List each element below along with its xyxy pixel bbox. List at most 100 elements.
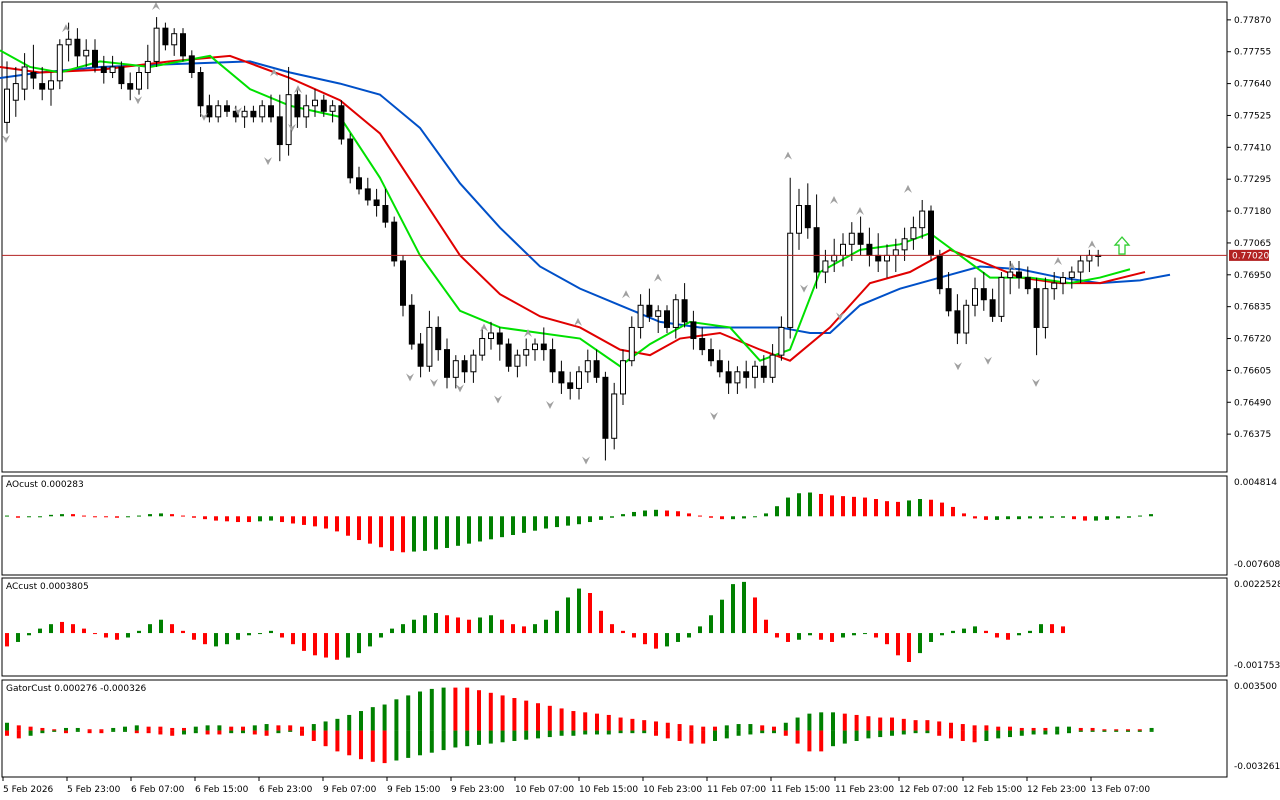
- ac-histogram-bar: [93, 633, 97, 635]
- bearish-candle: [857, 232, 864, 245]
- gator-upper-bar: [264, 724, 269, 731]
- ao-histogram-bar: [874, 499, 878, 517]
- gator-lower-bar: [75, 730, 80, 732]
- indicator-axis-label: -0.0017536: [1234, 661, 1280, 671]
- ac-histogram-bar: [170, 624, 174, 634]
- bullish-candle: [884, 254, 890, 262]
- fractal-up-marker: [480, 323, 488, 332]
- time-axis-label: 10 Feb 15:00: [579, 785, 638, 795]
- fractal-up-marker: [270, 68, 278, 77]
- bearish-candle: [760, 365, 767, 378]
- ac-indicator-title: ACcust 0.0003805: [6, 582, 89, 592]
- gator-upper-bar: [241, 726, 245, 731]
- bearish-candle: [1033, 288, 1040, 328]
- gator-upper-bar: [536, 703, 540, 731]
- ac-histogram-bar: [5, 633, 9, 647]
- indicator-axis-label: -0.007608: [1234, 560, 1280, 570]
- ac-histogram-bar: [1017, 633, 1021, 636]
- bearish-candle: [268, 105, 274, 118]
- ac-histogram-bar: [533, 624, 537, 634]
- bullish-candle: [1086, 254, 1093, 262]
- ao-histogram-bar: [412, 516, 416, 552]
- bullish-candle: [153, 27, 160, 62]
- price-axis-label: 0.76835: [1234, 303, 1271, 313]
- bullish-candle: [840, 243, 846, 256]
- bearish-candle: [39, 83, 46, 90]
- gator-lower-bar: [418, 730, 422, 756]
- bearish-candle: [866, 243, 873, 256]
- ao-histogram-bar: [104, 516, 108, 518]
- fractal-up-marker: [622, 290, 630, 299]
- ao-histogram-bar: [698, 515, 702, 517]
- bullish-candle: [963, 304, 970, 334]
- bullish-candle: [303, 105, 310, 118]
- bearish-candle: [928, 210, 934, 256]
- ao-histogram-bar: [5, 515, 9, 517]
- ao-histogram-bar: [1072, 516, 1076, 520]
- ao-histogram-bar: [599, 516, 603, 520]
- gator-lower-bar: [630, 730, 635, 734]
- fractal-up-marker: [62, 24, 70, 33]
- ac-histogram-bar: [214, 633, 218, 647]
- bearish-candle: [100, 66, 107, 74]
- gator-upper-bar: [760, 725, 765, 731]
- ac-histogram-bar: [478, 617, 482, 634]
- time-axis-label: 9 Feb 15:00: [387, 785, 441, 795]
- gator-upper-bar: [347, 714, 352, 731]
- gator-upper-bar: [252, 725, 257, 731]
- bearish-candle: [743, 371, 750, 378]
- time-axis-label: 13 Feb 07:00: [1091, 785, 1150, 795]
- ac-indicator-panel[interactable]: [1, 577, 1228, 677]
- gator-lower-bar: [477, 730, 481, 745]
- ao-histogram-bar: [302, 516, 306, 525]
- gator-upper-bar: [276, 725, 281, 731]
- gator-upper-bar: [300, 726, 304, 731]
- bearish-candle: [92, 49, 98, 68]
- gator-upper-bar: [1137, 729, 1142, 731]
- ao-histogram-bar: [445, 516, 449, 548]
- ao-histogram-bar: [247, 516, 251, 523]
- ac-histogram-bar: [544, 619, 548, 634]
- gator-lower-bar: [1067, 730, 1071, 734]
- bearish-candle: [875, 254, 882, 262]
- ao-indicator-panel[interactable]: [1, 475, 1228, 576]
- bearish-candle: [320, 99, 327, 112]
- gator-upper-bar: [370, 707, 375, 731]
- bearish-candle: [549, 349, 556, 373]
- bullish-candle: [611, 393, 618, 439]
- gator-upper-bar: [1031, 727, 1036, 731]
- gator-upper-bar: [16, 725, 21, 731]
- ao-histogram-bar: [159, 513, 163, 517]
- time-axis-label: 12 Feb 15:00: [963, 785, 1022, 795]
- current-price-label: 0.77020: [1229, 249, 1269, 261]
- ao-histogram-bar: [918, 499, 922, 517]
- gator-upper-bar: [134, 725, 139, 731]
- ao-histogram-bar: [38, 516, 42, 518]
- ao-histogram-bar: [181, 515, 185, 517]
- gator-lower-bar: [370, 730, 375, 762]
- gator-upper-bar: [453, 687, 458, 731]
- ac-histogram-bar: [588, 593, 592, 634]
- gator-upper-bar: [701, 726, 706, 731]
- ao-histogram-bar: [1116, 516, 1120, 519]
- bearish-candle: [505, 343, 512, 367]
- ao-histogram-bar: [511, 516, 515, 535]
- ac-histogram-bar: [467, 619, 471, 634]
- fractal-down-marker: [430, 378, 438, 387]
- ac-histogram-bar: [995, 633, 999, 638]
- ac-histogram-bar: [368, 633, 372, 647]
- bullish-candle: [83, 49, 90, 57]
- bullish-candle: [12, 83, 19, 101]
- gator-upper-bar: [937, 721, 942, 731]
- gator-upper-bar: [64, 727, 68, 731]
- bullish-candle: [136, 72, 142, 90]
- ac-histogram-bar: [720, 599, 724, 634]
- bullish-candle: [1051, 282, 1058, 290]
- gator-lower-bar: [949, 730, 953, 739]
- bearish-candle: [813, 227, 820, 273]
- gator-upper-bar: [724, 725, 729, 731]
- ao-histogram-bar: [1028, 516, 1032, 519]
- gator-upper-bar: [406, 695, 411, 731]
- ac-histogram-bar: [302, 633, 306, 651]
- gator-lower-bar: [429, 730, 434, 753]
